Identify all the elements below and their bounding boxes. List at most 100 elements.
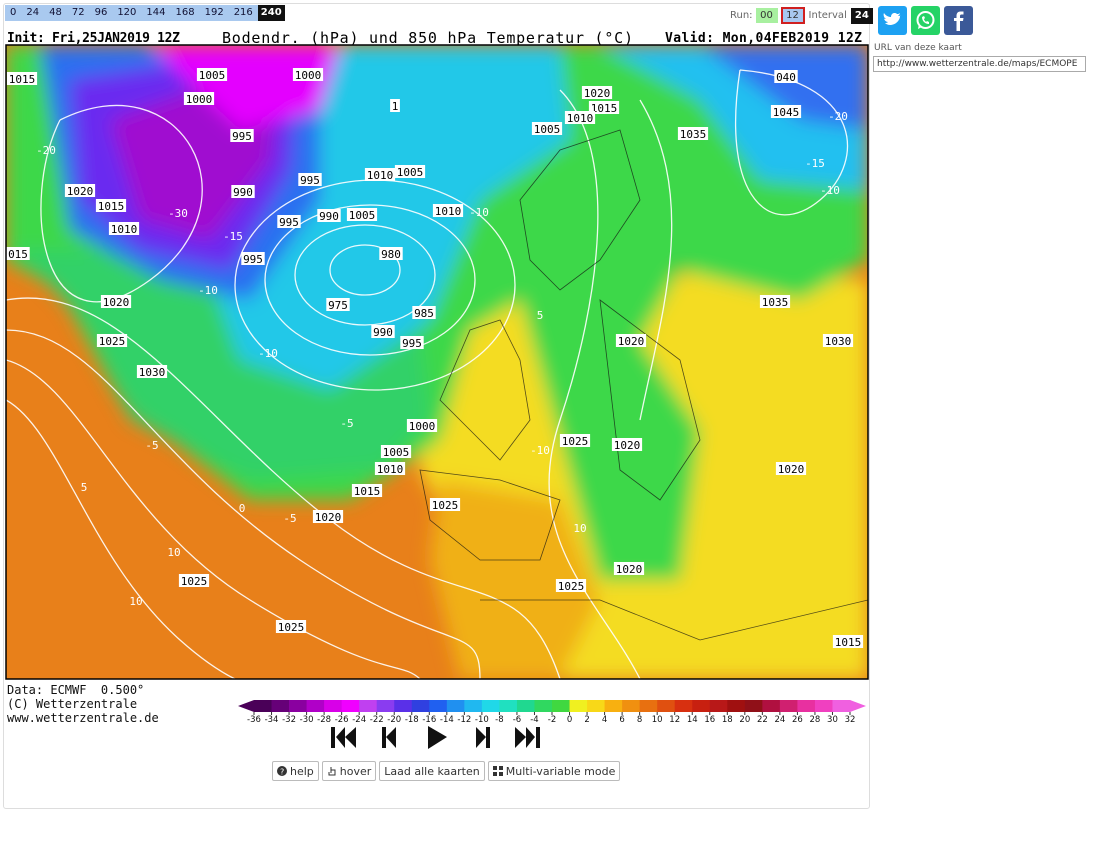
label-box (774, 70, 798, 83)
next-button[interactable] (476, 727, 490, 748)
temperature-label: -5 (283, 512, 296, 525)
run-option[interactable]: 12 (780, 7, 805, 24)
isobar-label: 1020 (64, 184, 96, 198)
timestep[interactable]: 72 (71, 7, 85, 18)
colorbar-tick-label: -22 (370, 715, 384, 725)
colorbar-tick-label: 8 (637, 715, 642, 725)
colorbar-tick-label: 28 (810, 715, 821, 725)
colorbar-segment (289, 700, 308, 712)
isobar-text: 1015 (354, 485, 381, 498)
isobar-label: 975 (326, 298, 350, 312)
colorbar-tick-label: -4 (530, 715, 538, 725)
prev-button[interactable] (382, 727, 396, 748)
timestep[interactable]: 24 (26, 7, 40, 18)
colorbar-tick-label: -18 (405, 715, 419, 725)
label-box (275, 620, 307, 633)
timestep[interactable]: 120 (117, 7, 137, 18)
isobar-label: 040 (774, 70, 798, 84)
isobar-text: 1000 (186, 93, 213, 106)
isobar-text: 1010 (111, 223, 138, 236)
valid-text: Valid: Mon,04FEB2019 12Z (665, 31, 862, 46)
label-box (531, 122, 563, 135)
colorbar-tick-label: 22 (757, 715, 768, 725)
label-box (371, 325, 395, 338)
isobar-label: 1005 (380, 445, 412, 459)
load-all-button[interactable]: Laad alle kaarten (379, 761, 485, 781)
isobar-text: 1030 (139, 366, 166, 379)
isobar-label: 995 (400, 336, 424, 350)
facebook-button[interactable] (944, 6, 973, 35)
timestep[interactable]: 48 (49, 7, 62, 18)
footer-line: www.wetterzentrale.de (7, 711, 159, 725)
timestep[interactable]: 216 (233, 7, 253, 18)
colorbar-segment (359, 700, 378, 712)
colorbar-segment (692, 700, 711, 712)
url-label: URL van deze kaart (874, 43, 962, 53)
colorbar-segment (516, 700, 535, 712)
multi-variable-button[interactable]: Multi-variable mode (487, 761, 621, 781)
timestep[interactable]: 0 (10, 7, 17, 18)
footer-line: Data: ECMWF 0.500° (7, 683, 145, 697)
timestep[interactable]: 144 (146, 7, 166, 18)
label-box (312, 510, 344, 523)
isobar-text: 1020 (103, 296, 130, 309)
label-box (432, 204, 464, 217)
colorbar-arrow (850, 700, 866, 712)
isobar-text: 1020 (584, 87, 611, 100)
colorbar-segment (254, 700, 273, 712)
map: 1015 1005 10001000995990102010151010995995… (6, 45, 868, 679)
isobar-label: 1025 (429, 498, 461, 512)
label-box (64, 184, 96, 197)
hover-button[interactable]: hover (321, 761, 377, 781)
label-box (406, 419, 438, 432)
label-box (759, 295, 791, 308)
colorbar-tick-label: -26 (335, 715, 349, 725)
isobar-text: 1020 (616, 563, 643, 576)
isobar-label: 1020 (611, 438, 643, 452)
isobar-text: 1020 (614, 439, 641, 452)
colorbar-segment (306, 700, 325, 712)
temperature-label: -5 (145, 439, 158, 452)
first-button[interactable] (331, 727, 356, 748)
label-box (775, 462, 807, 475)
colorbar-tick-label: 4 (602, 715, 607, 725)
isobar-text: 990 (319, 210, 339, 223)
timestep[interactable]: 240 (257, 5, 285, 21)
isobar-label: 1010 (364, 168, 396, 182)
isobar-label: 1015 (351, 484, 383, 498)
button-label: Multi-variable mode (505, 764, 616, 778)
colorbar-segment (587, 700, 606, 712)
button-row: ? help hover Laad alle kaarten Multi-vari… (272, 761, 621, 781)
label-box (379, 247, 403, 260)
playback-controls (331, 726, 540, 749)
colorbar-segment (797, 700, 816, 712)
colorbar-tick-label: 14 (687, 715, 698, 725)
colorbar-tick-label: -10 (475, 715, 489, 725)
isobar-label: 1010 (564, 111, 596, 125)
whatsapp-button[interactable] (911, 6, 940, 35)
timestep[interactable]: 96 (94, 7, 108, 18)
label-box (380, 445, 412, 458)
colorbar-tick-label: -2 (548, 715, 556, 725)
isobar-text: 1010 (567, 112, 594, 125)
isobar-text: 1035 (762, 296, 789, 309)
colorbar-segment (779, 700, 798, 712)
colorbar-arrow (238, 700, 254, 712)
isobar-label: 1005 (394, 165, 426, 179)
run-option[interactable]: 00 (755, 8, 778, 23)
url-field[interactable]: http://www.wetterzentrale.de/maps/ECMOPE (873, 56, 1086, 72)
last-button[interactable] (515, 727, 540, 748)
play-button[interactable] (428, 726, 447, 749)
help-button[interactable]: ? help (272, 761, 319, 781)
isobar-text: 995 (243, 253, 263, 266)
twitter-button[interactable] (878, 6, 907, 35)
label-box (230, 129, 254, 142)
timestep[interactable]: 168 (175, 7, 195, 18)
temperature-label: -20 (828, 110, 848, 123)
isobar-label: 995 (298, 173, 322, 187)
colorbar-tick-label: 0 (567, 715, 572, 725)
isobar-label: 1030 (822, 334, 854, 348)
timestep[interactable]: 192 (204, 7, 224, 18)
interval-value[interactable]: 24 (850, 7, 873, 24)
